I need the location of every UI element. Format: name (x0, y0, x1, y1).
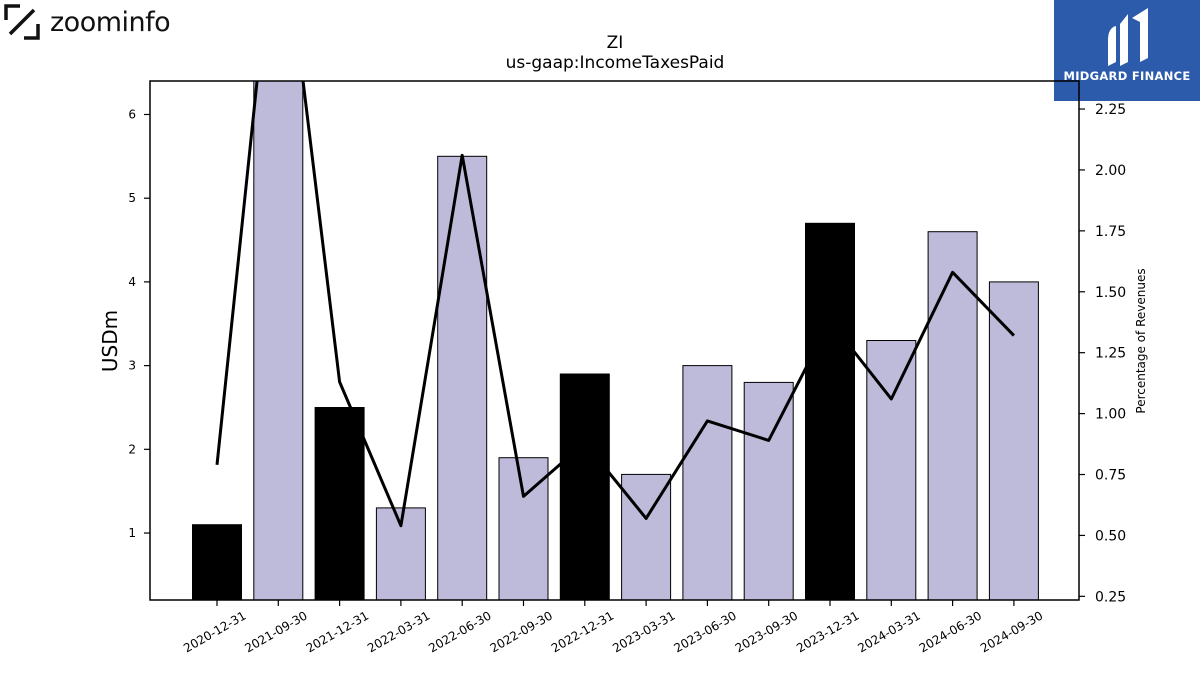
x-axis: 2020-12-312021-09-302021-12-312022-03-31… (181, 600, 1045, 655)
x-tick-label: 2020-12-31 (181, 608, 248, 655)
bar-2023-03-31 (621, 473, 672, 600)
y-left-tick-label: 1 (128, 526, 136, 540)
y-axis-left: 1 2 3 4 5 6 (128, 107, 150, 540)
y-right-tick-label: 1.00 (1095, 407, 1126, 423)
x-tick-label: 2021-12-31 (304, 608, 371, 655)
zoominfo-logo: zoominfo (4, 2, 171, 42)
chart-subtitle: us-gaap:IncomeTaxesPaid (506, 53, 725, 73)
x-tick-label: 2022-12-31 (549, 608, 616, 655)
x-tick-label: 2024-09-30 (978, 608, 1045, 655)
x-tick-label: 2022-03-31 (365, 608, 432, 655)
percentage-of-revenues-line (215, 81, 1015, 528)
y-left-tick-label: 2 (128, 442, 136, 456)
bar-2021-09-30 (253, 81, 304, 600)
bar-series (192, 81, 1039, 600)
y-axis-label-right: Percentage of Revenues (1134, 268, 1148, 413)
bar-2022-12-31 (559, 373, 610, 600)
plot-frame (149, 80, 1080, 601)
y-right-tick-label: 2.00 (1095, 163, 1126, 179)
bar-2023-09-30 (743, 381, 794, 600)
bar-2023-12-31 (805, 222, 855, 600)
bar-2024-09-30 (988, 281, 1039, 600)
bar-2024-06-30 (927, 231, 978, 600)
y-axis-right: 0.25 0.50 0.75 1.00 1.25 1.50 1.75 2.00 2.25 (1079, 102, 1126, 605)
x-tick-label: 2021-09-30 (242, 608, 309, 655)
x-tick-label: 2022-06-30 (426, 608, 493, 655)
y-right-tick-label: 0.75 (1095, 468, 1126, 484)
zoominfo-mark-icon (4, 4, 40, 40)
bar-2022-06-30 (437, 155, 488, 600)
y-left-tick-label: 3 (128, 359, 136, 373)
y-right-tick-label: 0.25 (1095, 589, 1126, 605)
x-tick-label: 2024-03-31 (855, 608, 922, 655)
x-tick-label: 2023-06-30 (671, 608, 738, 655)
midgard-mark-icon (1108, 8, 1148, 66)
y-right-tick-label: 1.75 (1095, 224, 1126, 240)
midgard-finance-logo: MIDGARD FINANCE (1054, 0, 1200, 101)
x-tick-label: 2023-12-31 (794, 608, 861, 655)
bar-2023-06-30 (682, 365, 733, 600)
line-series-group (215, 81, 1015, 528)
x-tick-label: 2023-03-31 (610, 608, 677, 655)
y-right-tick-label: 2.25 (1095, 102, 1126, 118)
midgard-wordmark: MIDGARD FINANCE (1063, 69, 1191, 83)
y-right-tick-label: 0.50 (1095, 528, 1126, 544)
zoominfo-wordmark: zoominfo (50, 6, 171, 38)
y-right-tick-label: 1.25 (1095, 346, 1126, 362)
y-axis-label-left: USDm (98, 310, 122, 372)
chart-title: ZI (607, 33, 624, 53)
y-left-tick-label: 4 (128, 275, 136, 289)
x-tick-label: 2024-06-30 (917, 608, 984, 655)
x-tick-label: 2022-09-30 (488, 608, 555, 655)
y-left-tick-label: 5 (128, 191, 136, 205)
bar-2020-12-31 (192, 524, 242, 600)
x-tick-label: 2023-09-30 (733, 608, 800, 655)
bar-2021-12-31 (314, 407, 365, 600)
y-right-tick-label: 1.50 (1095, 285, 1126, 301)
bar-2024-03-31 (866, 340, 917, 600)
bar-2022-09-30 (498, 457, 549, 600)
y-left-tick-label: 6 (128, 107, 136, 121)
